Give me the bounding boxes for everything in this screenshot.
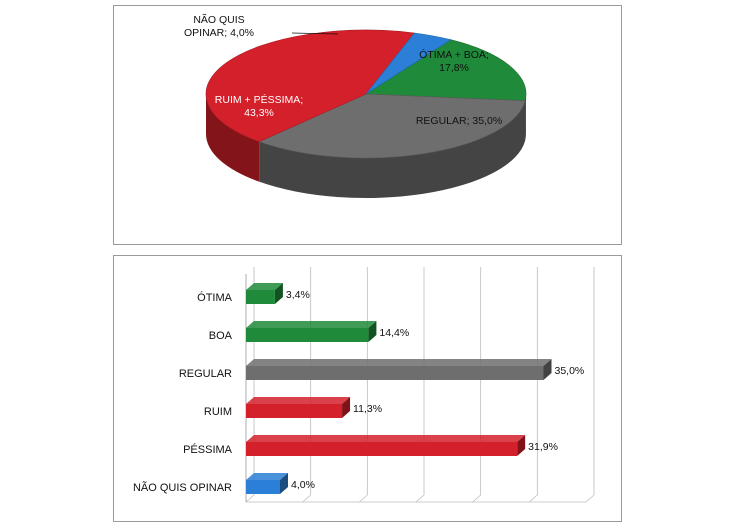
- pie-slice-0: [365, 39, 527, 102]
- pie-slice-side-1: [259, 100, 526, 198]
- grid-floor-3: [415, 494, 425, 503]
- bar-top-4: [246, 435, 526, 442]
- category-label-1: BOA: [209, 330, 233, 342]
- bar-top-1: [246, 321, 377, 328]
- pie-slice-label-0: ÓTIMA + BOA; 17,8%: [419, 48, 489, 74]
- grid-floor-0: [245, 494, 255, 503]
- pie-slice-2: [205, 29, 415, 142]
- pie-slice-side-2: [206, 94, 260, 182]
- pie-slice-3: [365, 32, 452, 95]
- bar-top-2: [246, 359, 552, 366]
- bar-side-5: [280, 473, 288, 494]
- grid-floor-1: [302, 494, 311, 503]
- bar-side-2: [543, 359, 552, 380]
- value-label-3: 11,3%: [353, 403, 382, 415]
- grid-floor-6: [585, 494, 595, 503]
- bar-side-0: [274, 283, 283, 304]
- pie-chart: ÓTIMA + BOA; 17,8% REGULAR; 35,0% RUIM + PÉ…: [184, 13, 527, 198]
- grid-floor-2: [359, 494, 368, 503]
- category-label-3: RUIM: [204, 406, 232, 418]
- pie-chart-panel: ÓTIMA + BOA; 17,8% REGULAR; 35,0% RUIM + PÉ…: [113, 5, 622, 245]
- bar-2: [246, 366, 544, 380]
- bar-1: [246, 328, 369, 342]
- bar-top-5: [246, 473, 288, 480]
- category-label-0: ÓTIMA: [197, 291, 232, 304]
- pie-slice-label-3: NÃO QUIS OPINAR; 4,0%: [184, 13, 254, 39]
- bar-top-0: [246, 283, 283, 290]
- pie-slice-side-0: [525, 94, 526, 141]
- bar-side-1: [368, 321, 377, 342]
- category-label-2: REGULAR: [179, 368, 232, 380]
- value-label-1: 14,4%: [379, 327, 409, 339]
- pie-slice-label-1: REGULAR; 35,0%: [416, 115, 502, 127]
- value-label-2: 35,0%: [555, 365, 585, 377]
- bar-chart: ÓTIMA 3,4% BOA 14,4% REGULAR 35,0% RUIM 11,3% PÉ…: [133, 267, 595, 503]
- bar-side-4: [517, 435, 526, 456]
- bar-chart-panel: ÓTIMA 3,4% BOA 14,4% REGULAR 35,0% RUIM 11,3% PÉ…: [113, 255, 622, 522]
- bar-5: [246, 480, 280, 494]
- bar-top-3: [246, 397, 351, 404]
- category-label-5: NÃO QUIS OPINAR: [133, 481, 232, 494]
- bar-side-3: [342, 397, 351, 418]
- bar-0: [246, 290, 275, 304]
- pie-slice-label-2: RUIM + PÉSSIMA; 43,3%: [215, 93, 303, 119]
- value-label-4: 31,9%: [528, 441, 558, 453]
- bar-3: [246, 404, 343, 418]
- category-label-4: PÉSSIMA: [183, 443, 233, 456]
- grid-floor-5: [529, 494, 538, 503]
- grid-floor-4: [472, 494, 481, 503]
- value-label-0: 3,4%: [286, 289, 310, 301]
- pie-leader-line: [291, 32, 339, 35]
- bar-4: [246, 442, 518, 456]
- pie-slice-1: [258, 93, 526, 159]
- value-label-5: 4,0%: [291, 479, 315, 491]
